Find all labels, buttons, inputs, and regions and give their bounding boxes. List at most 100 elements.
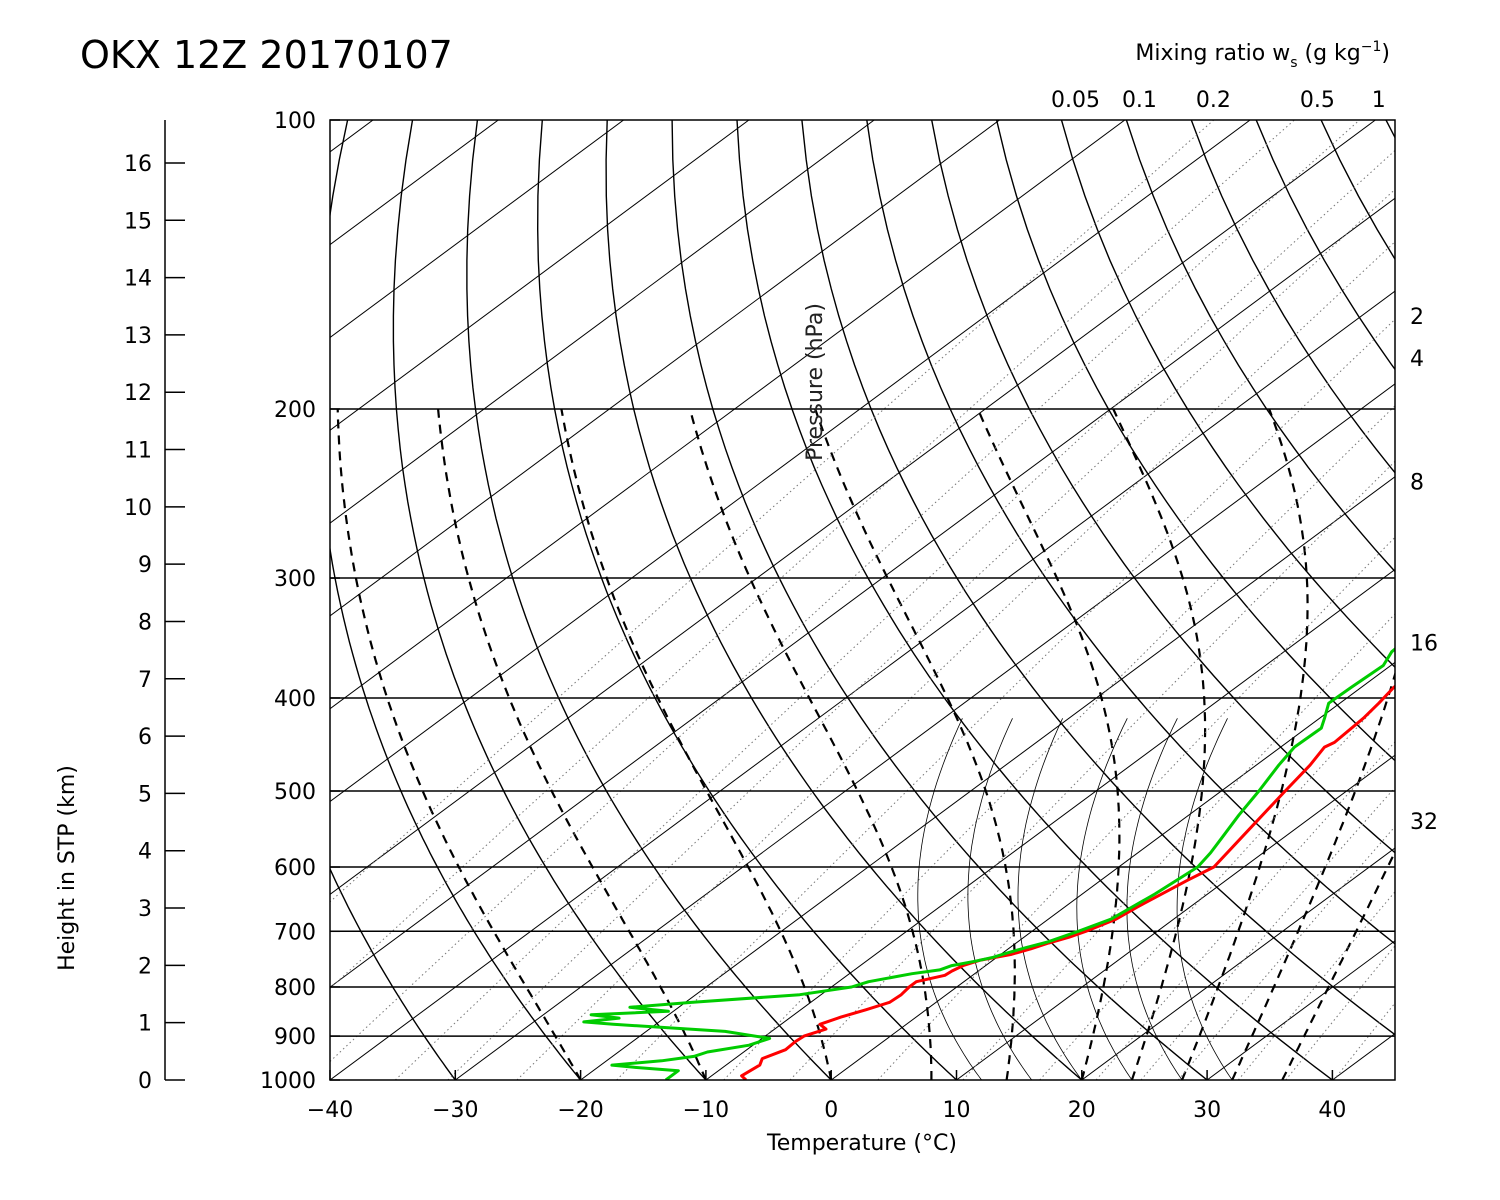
- dry-adiabat-line: [1451, 120, 1500, 1080]
- mixing-ratio-top-label: 0.1: [1122, 88, 1157, 113]
- moist-adiabat-line: [1112, 408, 1207, 1080]
- x-tick-label: 10: [943, 1098, 971, 1123]
- dewpoint-profile-line: [582, 647, 1395, 1080]
- dry-adiabat-line: [1385, 120, 1395, 140]
- mixing-ratio-right-label: 32: [1410, 810, 1438, 835]
- mixing-ratio-line: [394, 149, 1395, 1080]
- mixing-ratio-right-label: 2: [1410, 305, 1424, 330]
- dry-adiabat-line: [1255, 120, 1395, 371]
- isotherm-line: [330, 197, 1395, 988]
- mixing-ratio-line: [962, 613, 1395, 1080]
- mixing-ratio-line: [1333, 1002, 1395, 1080]
- isohume-line: [1076, 718, 1133, 1080]
- height-tick-label: 5: [138, 782, 152, 807]
- isotherm-line: [330, 120, 624, 339]
- pressure-tick-label: 1000: [260, 1069, 316, 1094]
- isotherm-line: [330, 120, 750, 431]
- isotherm-line: [705, 568, 1395, 1080]
- isotherm-line: [0, 120, 248, 1080]
- height-tick-label: 15: [124, 209, 152, 234]
- mixing-ratio-top-label: 0.5: [1300, 88, 1335, 113]
- temperature-profile-line: [740, 684, 1395, 1080]
- mixing-ratio-axis-title: Mixing ratio ws (g kg−1): [1135, 39, 1390, 71]
- mixing-ratio-top-label: 0.2: [1196, 88, 1231, 113]
- isotherm-line: [330, 120, 1126, 710]
- mixing-ratio-right-label: 8: [1410, 471, 1424, 496]
- isotherm-line: [330, 120, 1251, 803]
- height-tick-label: 14: [124, 267, 152, 292]
- height-tick-label: 10: [124, 496, 152, 521]
- isotherm-line: [1081, 847, 1395, 1080]
- height-tick-label: 12: [124, 381, 152, 406]
- isotherm-line: [455, 383, 1395, 1080]
- dry-adiabat-line: [466, 120, 832, 1080]
- moist-adiabat-line: [336, 408, 582, 1080]
- isohume-line: [1126, 718, 1183, 1080]
- isotherm-line: [1332, 1033, 1395, 1080]
- moist-adiabat-line: [1281, 849, 1395, 1080]
- dry-adiabat-line: [536, 120, 957, 1080]
- dry-adiabat-line: [995, 120, 1395, 762]
- height-axis-label: Height in STP (km): [55, 765, 80, 971]
- mixing-ratio-line: [1237, 891, 1395, 1080]
- mixing-ratio-line: [1140, 786, 1395, 1080]
- mixing-ratio-line: [516, 241, 1395, 1080]
- x-tick-label: −10: [683, 1098, 729, 1123]
- moist-adiabat-line: [814, 408, 1016, 1080]
- pressure-tick-label: 500: [274, 780, 316, 805]
- height-tick-label: 9: [138, 553, 152, 578]
- isotherm-line: [330, 120, 1000, 617]
- mixing-ratio-line: [330, 120, 1360, 1063]
- height-tick-label: 6: [138, 725, 152, 750]
- x-tick-label: 40: [1318, 1098, 1346, 1123]
- thermodynamic-grid: [0, 120, 1500, 1080]
- dry-adiabat-line: [1125, 120, 1395, 573]
- dry-adiabat-line: [1320, 120, 1395, 261]
- mixing-ratio-top-label: 1: [1372, 88, 1386, 113]
- moist-adiabat-line: [1180, 408, 1309, 1080]
- plot-frame: [329, 119, 1396, 1081]
- pressure-tick-label: 200: [274, 398, 316, 423]
- isotherm-line: [956, 754, 1395, 1080]
- height-tick-label: 1: [138, 1012, 152, 1037]
- dry-adiabat-line: [866, 120, 1395, 945]
- dry-adiabat-line: [330, 867, 456, 1080]
- dry-adiabat-line: [392, 120, 707, 1080]
- height-tick-label: 4: [138, 840, 152, 865]
- dry-adiabat-line: [931, 120, 1395, 854]
- axis-ticks-and-labels: −40 −30 −20 −10 0 10 20 30 401002003004005006007…: [124, 88, 1438, 1123]
- dry-adiabat-line: [330, 120, 582, 1080]
- mixing-ratio-line: [1177, 825, 1395, 1080]
- mixing-ratio-line: [1285, 945, 1395, 1080]
- mixing-ratio-line: [616, 318, 1395, 1080]
- x-tick-label: −20: [557, 1098, 603, 1123]
- pressure-tick-label: 700: [274, 920, 316, 945]
- moist-adiabat-line: [560, 408, 833, 1080]
- dry-adiabat-line: [1190, 120, 1395, 474]
- chart-title: OKX 12Z 20170107: [80, 33, 453, 77]
- x-tick-label: 0: [824, 1098, 838, 1123]
- isobar-lines: [330, 408, 1395, 1037]
- moist-adiabat-line: [437, 408, 707, 1080]
- height-tick-label: 7: [138, 668, 152, 693]
- dry-adiabat-line: [671, 120, 1208, 1080]
- isotherm-line: [580, 476, 1395, 1080]
- x-tick-label: 30: [1193, 1098, 1221, 1123]
- isotherm-line: [1458, 120, 1500, 1080]
- height-tick-label: 3: [138, 897, 152, 922]
- pressure-tick-label: 100: [274, 109, 316, 134]
- isotherm-line: [330, 120, 1376, 895]
- dry-adiabat-line: [736, 120, 1333, 1080]
- x-tick-label: −30: [432, 1098, 478, 1123]
- height-tick-label: 11: [124, 439, 152, 464]
- pressure-tick-label: 600: [274, 856, 316, 881]
- isohume-line: [917, 718, 982, 1080]
- isohume-line: [967, 718, 1033, 1080]
- mixing-ratio-top-label: 0.05: [1051, 88, 1100, 113]
- pressure-tick-label: 800: [274, 976, 316, 1001]
- height-tick-label: 13: [124, 324, 152, 349]
- pressure-axis-label: Pressure (hPa): [803, 303, 828, 461]
- mixing-ratio-line: [1039, 685, 1395, 1080]
- mixing-ratio-line: [330, 120, 1295, 990]
